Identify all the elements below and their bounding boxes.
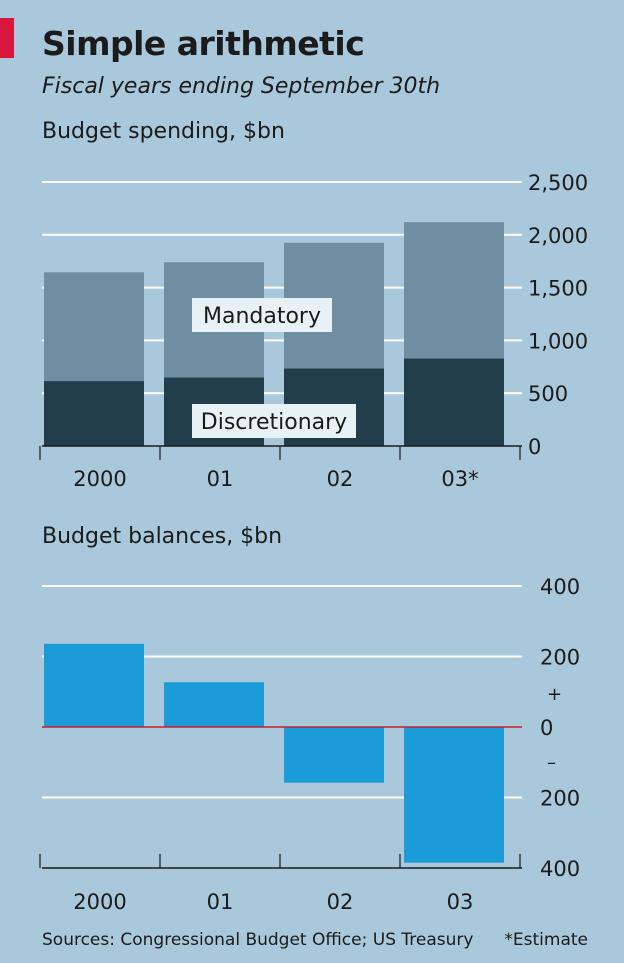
- spending-y-tick-label: 2,000: [528, 224, 588, 248]
- legend-label-box: [192, 404, 356, 438]
- spending-y-tick-label: 2,500: [528, 171, 588, 195]
- balances-x-tick-label: 01: [207, 890, 234, 914]
- legend-label-box: [192, 298, 332, 332]
- spending-x-tick-label: 2000: [73, 467, 126, 491]
- spending-x-tick-label: 01: [207, 467, 234, 491]
- spending-x-tick-label: 02: [327, 467, 354, 491]
- balance-bar: [164, 682, 264, 727]
- spending-bar-mandatory: [44, 272, 144, 382]
- balances-y-tick-label: 0: [540, 716, 553, 740]
- footnote: *Estimate: [504, 930, 588, 950]
- chart-subtitle: Fiscal years ending September 30th: [42, 74, 441, 99]
- balances-x-tick-label: 2000: [73, 890, 126, 914]
- spending-bar-discretionary: [404, 358, 504, 446]
- balances-x-tick-label: 02: [327, 890, 354, 914]
- balances-deficit-sign: –: [547, 752, 556, 773]
- source-note: Sources: Congressional Budget Office; US…: [42, 930, 474, 950]
- balance-bar: [284, 727, 384, 783]
- spending-bar-mandatory: [404, 222, 504, 359]
- spending-y-tick-label: 0: [528, 435, 541, 459]
- balances-y-tick-label: 400: [540, 857, 580, 881]
- spending-y-tick-label: 1,500: [528, 277, 588, 301]
- chart-title: Simple arithmetic: [42, 24, 365, 63]
- spending-x-tick-label: 03*: [441, 467, 478, 491]
- balances-y-tick-label: 400: [540, 575, 580, 599]
- balances-surplus-sign: +: [547, 684, 562, 705]
- brand-accent-bar: [0, 18, 14, 58]
- spending-y-tick-label: 500: [528, 382, 568, 406]
- spending-bar-discretionary: [44, 381, 144, 446]
- balances-y-tick-label: 200: [540, 646, 580, 670]
- spending-chart-title: Budget spending, $bn: [42, 119, 285, 144]
- balances-y-tick-label: 200: [540, 787, 580, 811]
- balances-x-tick-label: 03: [447, 890, 474, 914]
- spending-y-tick-label: 1,000: [528, 329, 588, 353]
- balances-chart-title: Budget balances, $bn: [42, 524, 283, 549]
- legend-label-mandatory: Mandatory: [203, 304, 321, 329]
- balance-bar: [44, 643, 144, 727]
- balance-bar: [404, 727, 504, 863]
- legend-label-discretionary: Discretionary: [201, 410, 347, 435]
